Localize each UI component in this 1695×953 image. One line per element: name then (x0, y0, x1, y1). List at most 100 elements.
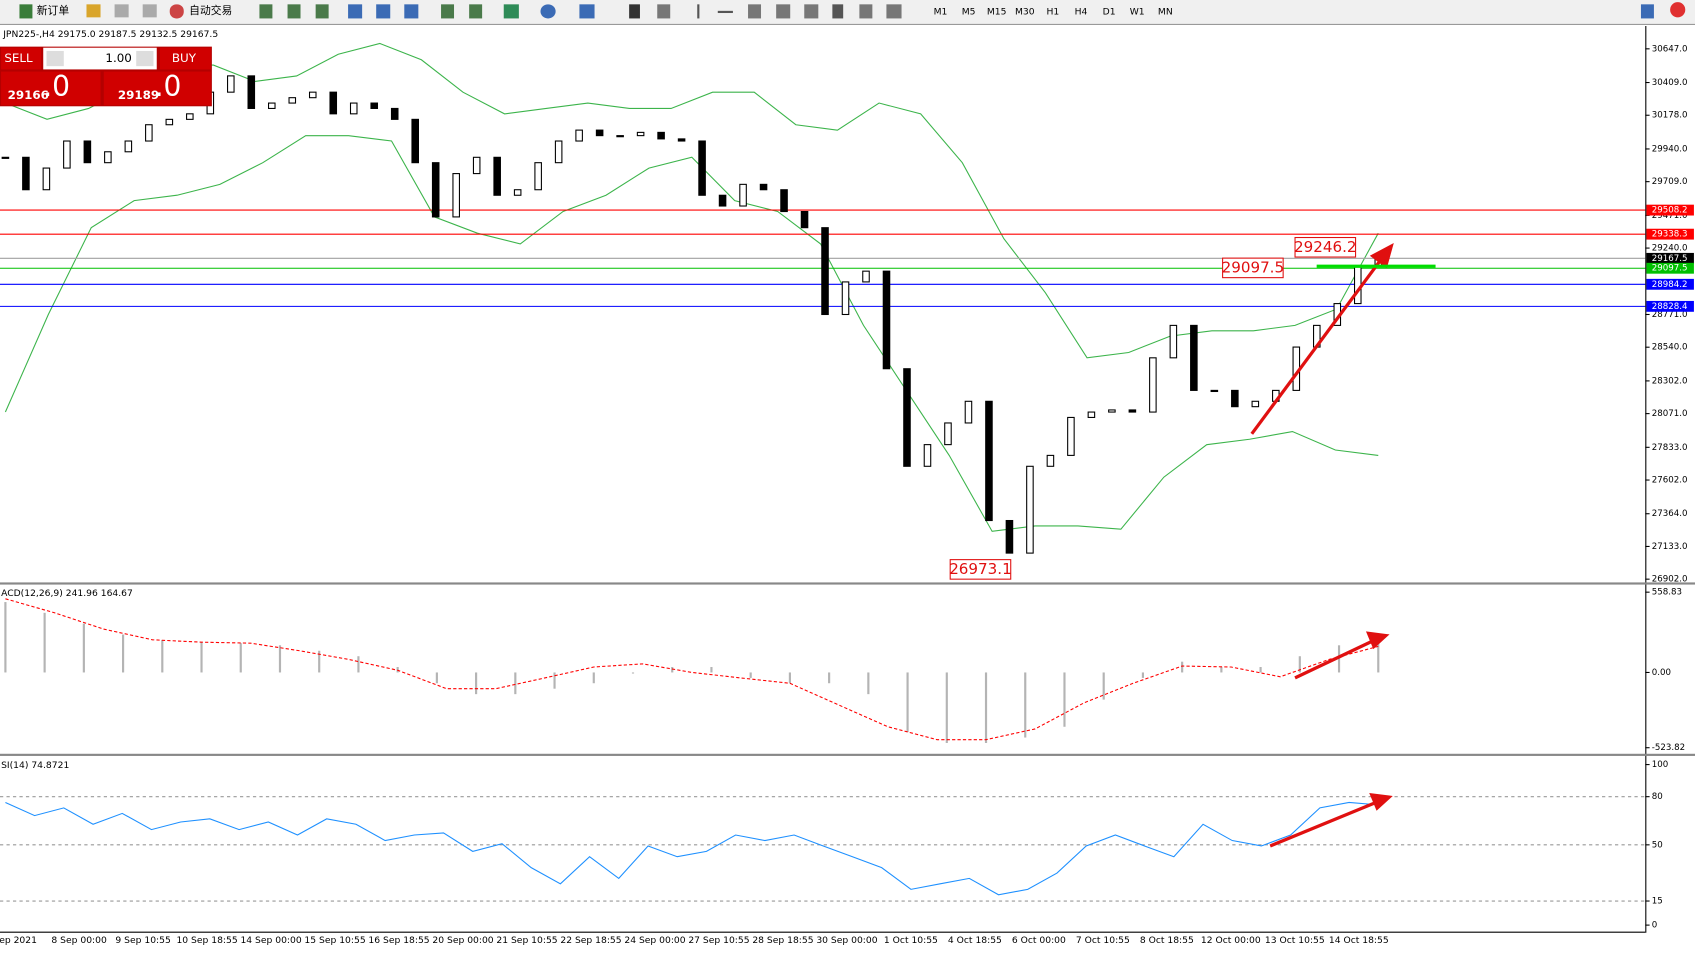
new-order-icon[interactable] (19, 4, 33, 19)
candle (267, 102, 276, 109)
icon[interactable] (832, 4, 844, 19)
new-order-button[interactable]: 新订单 (37, 3, 70, 17)
y-tick-label: 28302.0 (1652, 376, 1688, 386)
macd-bar (788, 672, 791, 684)
macd-bar (1337, 645, 1341, 673)
icon[interactable] (287, 4, 301, 19)
candle (739, 183, 747, 207)
panel-separator (0, 582, 1695, 585)
lots-up[interactable] (136, 50, 154, 67)
auto-trading-button[interactable]: 自动交易 (189, 3, 232, 17)
icon[interactable] (776, 4, 791, 19)
candle (22, 156, 30, 191)
candle (1046, 454, 1055, 467)
icon[interactable] (859, 4, 873, 19)
icon[interactable] (697, 4, 700, 19)
lots-value[interactable]: 1.00 (105, 51, 131, 65)
x-tick-label: 30 Sep 00:00 (816, 935, 877, 946)
price-tag-label: 29508.2 (1652, 206, 1688, 216)
timeframe-button[interactable]: D1 (1103, 6, 1116, 17)
ask-box[interactable] (103, 71, 211, 106)
icon[interactable] (259, 4, 273, 19)
icon[interactable] (629, 4, 640, 19)
icon[interactable] (404, 4, 419, 19)
x-tick-label: Sep 2021 (0, 935, 37, 946)
timeframe-button[interactable]: M30 (1015, 6, 1035, 17)
macd-bar (867, 672, 870, 695)
icon[interactable] (469, 4, 483, 19)
bollinger-upper (5, 42, 1379, 359)
x-tick-label: 22 Sep 18:55 (560, 935, 621, 946)
arrow-head (1365, 631, 1390, 650)
x-tick-label: 16 Sep 18:55 (368, 935, 429, 946)
timeframe-button[interactable]: M1 (934, 6, 948, 17)
y-tick-label: 100 (1652, 760, 1669, 770)
lots-field[interactable] (43, 47, 157, 70)
icon[interactable] (142, 4, 157, 18)
macd-bar (592, 672, 595, 684)
price-tag (1646, 228, 1694, 240)
candle (718, 194, 727, 207)
bid-box[interactable] (1, 71, 101, 106)
y-tick-label: 80 (1652, 792, 1663, 802)
macd-bar (4, 602, 7, 673)
macd-title: ACD(12,26,9) 241.96 164.67 (1, 588, 133, 599)
macd-bar (1220, 666, 1223, 673)
ask-fraction[interactable]: .0 (155, 70, 182, 103)
y-tick-label: 29471.0 (1652, 211, 1688, 221)
candle (513, 189, 522, 196)
icon[interactable] (540, 4, 556, 19)
auto-trading-icon[interactable] (169, 4, 184, 19)
price-annotation: 29097.5 (1222, 258, 1285, 276)
x-tick-label: 8 Sep 00:00 (51, 935, 107, 946)
bid-price[interactable]: 29166 (8, 88, 49, 102)
price-tag (1646, 252, 1694, 264)
icon[interactable] (886, 4, 902, 19)
macd-bar (1141, 672, 1145, 678)
y-tick-label: 28540.0 (1652, 343, 1688, 353)
timeframe-button[interactable]: H1 (1047, 6, 1060, 17)
icon[interactable] (86, 4, 101, 18)
icon[interactable] (717, 10, 733, 14)
macd-bar (710, 666, 713, 673)
sell-button[interactable] (1, 47, 42, 70)
icon[interactable] (315, 4, 329, 19)
icon[interactable] (579, 4, 595, 19)
macd-bar (161, 639, 164, 673)
bid-fraction[interactable]: .0 (43, 70, 70, 103)
macd-bar (553, 672, 556, 689)
lots-down[interactable] (46, 50, 64, 67)
macd-bar (1024, 672, 1027, 738)
icon[interactable] (441, 4, 455, 19)
timeframe-button[interactable]: M15 (987, 6, 1007, 17)
search-icon[interactable] (1640, 4, 1654, 19)
icon[interactable] (114, 4, 129, 18)
candle (1210, 389, 1219, 393)
icon[interactable] (748, 4, 762, 19)
icon[interactable] (804, 4, 819, 19)
icon[interactable] (503, 4, 519, 19)
notification-badge[interactable] (1670, 2, 1686, 18)
sell-label[interactable]: SELL (4, 51, 33, 65)
icon[interactable] (657, 4, 671, 19)
icon[interactable] (376, 4, 391, 19)
macd-bar (631, 672, 635, 674)
candle (575, 129, 583, 142)
candle (288, 97, 297, 104)
timeframe-button[interactable]: W1 (1130, 6, 1145, 17)
timeframe-button[interactable]: M5 (962, 6, 976, 17)
candle (1026, 465, 1034, 554)
price-annotation-box (1222, 257, 1284, 279)
ask-price[interactable]: 29189 (118, 88, 159, 102)
price-tag-label: 28828.4 (1652, 302, 1688, 312)
buy-button[interactable] (159, 47, 211, 70)
buy-label[interactable]: BUY (172, 51, 197, 65)
macd-bar (1102, 672, 1105, 700)
candle (493, 156, 501, 196)
candle (390, 107, 399, 120)
timeframe-button[interactable]: H4 (1075, 6, 1088, 17)
icon[interactable] (348, 4, 363, 19)
timeframe-button[interactable]: MN (1158, 6, 1173, 17)
macd-bar (475, 672, 478, 695)
